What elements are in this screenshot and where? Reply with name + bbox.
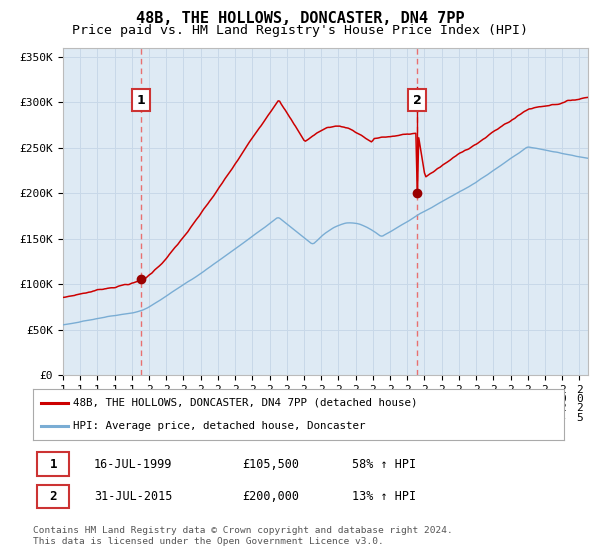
Text: 48B, THE HOLLOWS, DONCASTER, DN4 7PP: 48B, THE HOLLOWS, DONCASTER, DN4 7PP	[136, 11, 464, 26]
Text: £105,500: £105,500	[243, 458, 300, 470]
Text: 1: 1	[49, 458, 57, 470]
Text: 2: 2	[49, 489, 57, 503]
Text: 13% ↑ HPI: 13% ↑ HPI	[352, 489, 416, 503]
Text: £200,000: £200,000	[243, 489, 300, 503]
Text: 1: 1	[137, 94, 146, 106]
Text: HPI: Average price, detached house, Doncaster: HPI: Average price, detached house, Donc…	[73, 421, 365, 431]
Text: Price paid vs. HM Land Registry's House Price Index (HPI): Price paid vs. HM Land Registry's House …	[72, 24, 528, 36]
Text: 2: 2	[413, 94, 422, 106]
Text: 58% ↑ HPI: 58% ↑ HPI	[352, 458, 416, 470]
Text: 31-JUL-2015: 31-JUL-2015	[94, 489, 172, 503]
FancyBboxPatch shape	[37, 484, 69, 508]
Text: Contains HM Land Registry data © Crown copyright and database right 2024.
This d: Contains HM Land Registry data © Crown c…	[33, 526, 453, 546]
Text: 16-JUL-1999: 16-JUL-1999	[94, 458, 172, 470]
FancyBboxPatch shape	[37, 452, 69, 476]
Text: 48B, THE HOLLOWS, DONCASTER, DN4 7PP (detached house): 48B, THE HOLLOWS, DONCASTER, DN4 7PP (de…	[73, 398, 418, 408]
